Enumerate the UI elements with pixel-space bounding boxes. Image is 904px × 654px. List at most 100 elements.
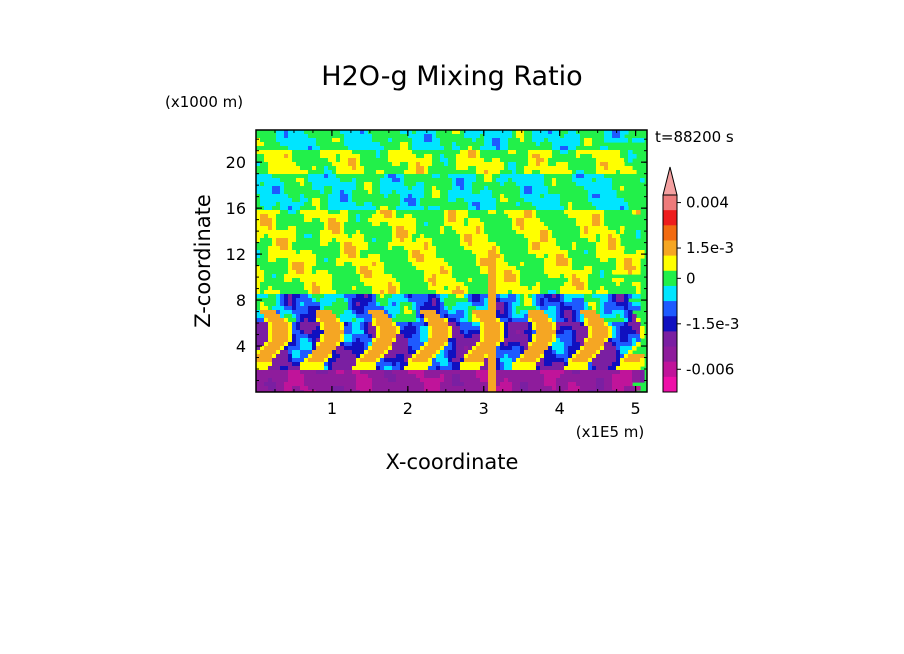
- field-cell: [292, 266, 305, 271]
- field-cell: [280, 366, 289, 371]
- field-cell: [420, 202, 469, 207]
- field-cell: [556, 318, 565, 323]
- field-cell: [256, 166, 269, 171]
- field-cell: [440, 226, 445, 231]
- field-cell: [504, 330, 509, 335]
- field-cell: [440, 302, 445, 307]
- field-cell: [336, 218, 349, 223]
- field-cell: [564, 274, 573, 279]
- field-cell: [560, 314, 565, 319]
- field-cell: [280, 310, 293, 315]
- field-cell: [372, 190, 381, 195]
- field-cell: [424, 206, 429, 211]
- field-cell: [476, 258, 481, 263]
- field-cell: [256, 246, 269, 251]
- field-cell: [488, 234, 525, 239]
- field-cell: [312, 342, 317, 347]
- field-cell: [560, 298, 565, 303]
- field-cell: [356, 382, 373, 387]
- field-cell: [396, 302, 401, 307]
- field-cell: [424, 258, 445, 263]
- field-cell: [256, 362, 273, 367]
- field-cell: [376, 358, 381, 363]
- y-tick-label: 16: [226, 199, 246, 218]
- field-cell: [424, 278, 429, 283]
- field-cell: [348, 210, 377, 215]
- field-cell: [444, 374, 453, 379]
- field-cell: [532, 242, 541, 247]
- field-cell: [440, 366, 453, 371]
- field-cell: [500, 254, 505, 259]
- field-cell: [320, 306, 325, 311]
- field-cell: [316, 338, 321, 343]
- field-cell: [340, 246, 345, 251]
- field-cell: [272, 274, 277, 279]
- field-cell: [452, 322, 457, 327]
- field-cell: [568, 162, 597, 167]
- field-cell: [352, 310, 357, 315]
- field-cell: [368, 294, 373, 299]
- field-cell: [424, 242, 429, 247]
- field-cell: [472, 302, 485, 307]
- field-cell: [600, 314, 617, 319]
- field-cell: [324, 334, 341, 339]
- field-cell: [372, 342, 393, 347]
- field-cell: [560, 274, 565, 279]
- field-cell: [604, 386, 613, 391]
- field-cell: [344, 142, 381, 147]
- field-cell: [576, 170, 585, 175]
- field-cell: [268, 166, 301, 171]
- field-cell: [524, 330, 533, 335]
- field-cell: [488, 170, 501, 175]
- field-cell: [256, 158, 265, 163]
- field-cell: [392, 318, 417, 323]
- field-cell: [568, 350, 577, 355]
- field-cell: [448, 294, 457, 299]
- field-cell: [404, 214, 413, 219]
- field-cell: [500, 318, 509, 323]
- field-cell: [320, 238, 333, 243]
- field-cell: [372, 286, 389, 291]
- field-cell: [320, 334, 325, 339]
- field-cell: [420, 198, 449, 203]
- field-cell: [616, 302, 629, 307]
- field-cell: [528, 314, 549, 319]
- field-cell: [548, 238, 557, 243]
- y-axis-label: Z-coordinate: [191, 194, 215, 328]
- field-cell: [504, 302, 509, 307]
- field-cell: [372, 314, 389, 319]
- field-cell: [408, 358, 413, 363]
- field-cell: [416, 198, 421, 203]
- field-cell: [456, 354, 465, 359]
- field-cell: [400, 366, 405, 371]
- field-cell: [416, 222, 425, 227]
- field-cell: [620, 362, 645, 367]
- field-cell: [256, 298, 277, 303]
- field-cell: [280, 210, 289, 215]
- field-cell: [268, 214, 277, 219]
- field-cell: [508, 314, 513, 319]
- field-cell: [596, 254, 645, 259]
- field-cell: [432, 194, 441, 199]
- field-cell: [356, 314, 373, 319]
- field-cell: [288, 302, 293, 307]
- field-cell: [396, 290, 401, 295]
- field-cell: [476, 226, 481, 231]
- field-cell: [520, 226, 525, 231]
- field-cell: [580, 390, 589, 392]
- field-cell: [416, 218, 445, 223]
- field-cell: [572, 258, 601, 263]
- field-cell: [588, 194, 593, 199]
- field-cell: [452, 358, 461, 363]
- field-cell: [620, 370, 633, 375]
- field-cell: [520, 302, 525, 307]
- field-cell: [500, 174, 545, 179]
- field-cell: [532, 190, 549, 195]
- chart-title: H2O-g Mixing Ratio: [321, 61, 582, 92]
- field-cell: [372, 382, 425, 387]
- field-cell: [516, 134, 525, 139]
- field-cell: [300, 370, 317, 375]
- field-cell: [496, 362, 501, 367]
- field-cell: [300, 346, 313, 351]
- field-cell: [376, 318, 393, 323]
